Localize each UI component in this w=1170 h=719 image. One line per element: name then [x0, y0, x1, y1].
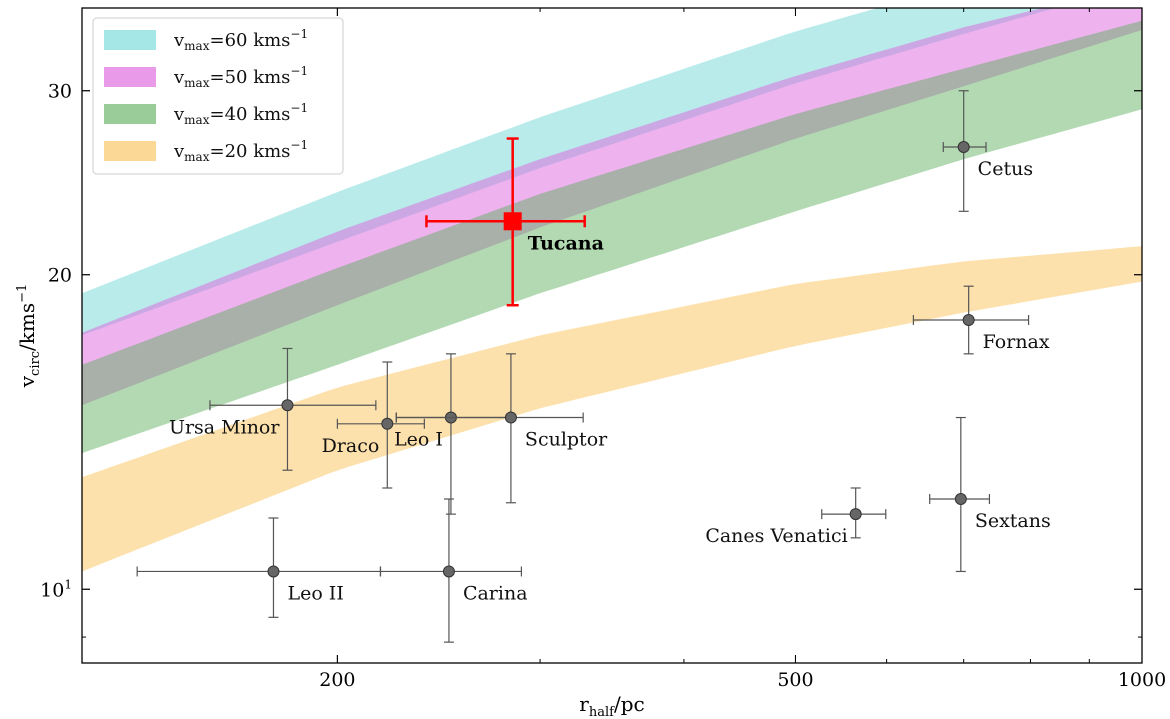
x-tick-label: 200 — [319, 669, 355, 691]
galaxy-label: Sculptor — [525, 429, 608, 451]
legend-label-0: vmax=60 kms−1 — [173, 27, 308, 53]
y-tick-label-exponent: 1 — [64, 577, 72, 591]
galaxy-point-5 — [379, 498, 523, 643]
galaxy-label: Ursa Minor — [169, 416, 280, 438]
galaxy-marker — [957, 141, 970, 154]
galaxy-point-9 — [942, 90, 987, 212]
legend-label-subscript: max — [184, 113, 210, 127]
legend-label-superscript: −1 — [290, 27, 308, 41]
galaxy-marker — [849, 508, 862, 521]
x-axis-label-subscript: half — [589, 705, 615, 719]
legend-label-superscript: −1 — [290, 101, 308, 115]
galaxy-label: Cetus — [978, 158, 1033, 180]
x-axis-label: rhalf/pc — [579, 692, 644, 719]
galaxy-label: Canes Venatici — [705, 525, 847, 547]
legend-label-subscript: max — [184, 76, 210, 90]
galaxy-point-6 — [821, 487, 887, 539]
galaxy-marker — [281, 399, 294, 412]
galaxy-marker — [442, 565, 455, 578]
x-tick-label: 500 — [777, 669, 813, 691]
legend-swatch-1 — [104, 67, 156, 87]
galaxy-point-0 — [209, 347, 377, 471]
legend-label-rest: =40 kms — [209, 104, 290, 125]
x-axis-label-rest: /pc — [614, 692, 645, 716]
y-axis-label-subscript: circ — [28, 351, 43, 376]
legend-box — [92, 17, 344, 175]
y-tick-label: 30 — [48, 81, 72, 103]
galaxy-point-7 — [929, 416, 991, 573]
bands-layer — [82, 8, 1142, 572]
legend-label-superscript: −1 — [290, 64, 308, 78]
galaxy-label: Leo I — [394, 429, 443, 451]
tucana-point — [425, 137, 586, 307]
galaxy-marker — [962, 314, 975, 327]
galaxy-point-3 — [395, 353, 584, 504]
tucana-label: Tucana — [528, 232, 604, 254]
galaxy-marker — [381, 417, 394, 430]
galaxy-marker — [267, 565, 280, 578]
points-layer — [136, 90, 1030, 643]
galaxy-label: Draco — [322, 435, 380, 457]
y-axis-label-superscript: −1 — [15, 284, 30, 303]
legend-label-rest: =20 kms — [209, 141, 290, 162]
legend-label-rest: =60 kms — [209, 30, 290, 51]
galaxy-label: Sextans — [975, 510, 1051, 532]
band-1 — [82, 8, 1142, 406]
legend-label-subscript: max — [184, 150, 210, 164]
y-tick-label: 101 — [40, 577, 72, 601]
band-3 — [82, 246, 1142, 572]
y-axis-label: vcirc/kms−1 — [15, 284, 43, 389]
galaxy-label: Carina — [463, 582, 528, 604]
galaxy-marker — [504, 411, 517, 424]
galaxy-point-8 — [912, 285, 1030, 355]
legend-swatch-0 — [104, 30, 156, 50]
plot-frame — [81, 7, 1143, 664]
y-axis-label-rest: /kms — [15, 303, 39, 351]
legend-swatch-2 — [104, 104, 156, 124]
tucana-marker — [503, 212, 522, 231]
galaxy-labels: Ursa Minor Draco Leo I Sculptor Leo II Carina… — [169, 158, 1051, 604]
legend-label-subscript: max — [184, 39, 210, 53]
galaxy-label: Fornax — [983, 331, 1050, 353]
legend-swatch-3 — [104, 141, 156, 161]
x-tick-label: 1000 — [1118, 669, 1166, 691]
galaxy-label: Leo II — [287, 582, 343, 604]
legend-label-superscript: −1 — [290, 138, 308, 152]
galaxy-point-1 — [336, 361, 425, 489]
legend-label-rest: =50 kms — [209, 67, 290, 88]
y-tick-label: 20 — [48, 265, 72, 287]
galaxy-marker — [954, 493, 967, 506]
band-2 — [82, 20, 1142, 454]
